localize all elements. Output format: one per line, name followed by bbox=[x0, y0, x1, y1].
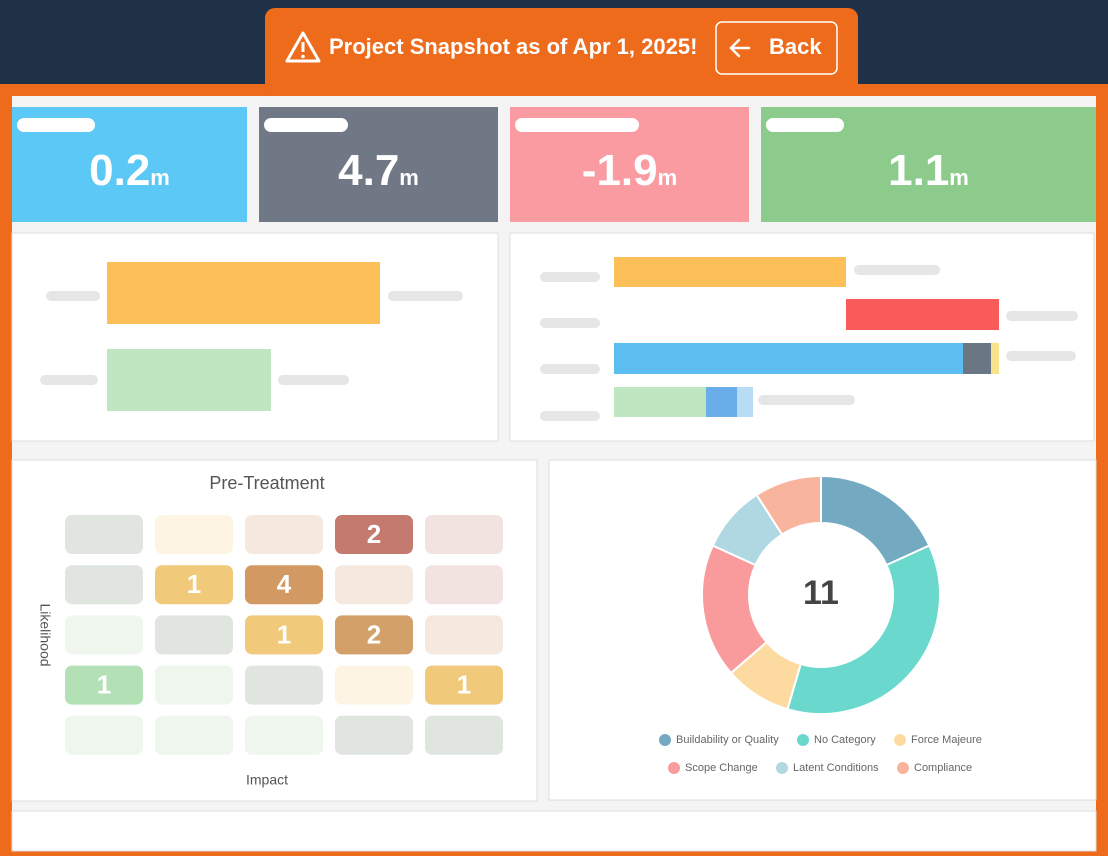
x-axis-label: Impact bbox=[246, 772, 288, 788]
snapshot-title: Project Snapshot as of Apr 1, 2025! bbox=[329, 34, 697, 59]
kpi-value: 4.7m bbox=[338, 146, 419, 195]
matrix-cell bbox=[155, 615, 233, 655]
legend-swatch bbox=[659, 734, 671, 746]
placeholder bbox=[854, 265, 940, 275]
matrix-count: 1 bbox=[97, 669, 111, 699]
matrix-cell bbox=[155, 665, 233, 705]
matrix-cell bbox=[245, 715, 323, 755]
bar bbox=[846, 299, 999, 330]
kpi-number: 1.1 bbox=[888, 146, 949, 195]
legend-label: Latent Conditions bbox=[793, 762, 879, 774]
kpi-label-placeholder bbox=[264, 118, 348, 132]
matrix-cell bbox=[425, 665, 503, 705]
matrix-cell bbox=[65, 515, 143, 554]
matrix-cell bbox=[335, 715, 413, 755]
snapshot-tab bbox=[265, 8, 858, 98]
kpi-unit: m bbox=[150, 165, 170, 190]
matrix-cell bbox=[65, 615, 143, 655]
kpi-number: -1.9 bbox=[582, 146, 658, 195]
back-label[interactable]: Back bbox=[769, 34, 822, 59]
bar bbox=[706, 387, 737, 417]
bar bbox=[107, 262, 380, 324]
matrix-cell bbox=[155, 515, 233, 554]
bar bbox=[963, 343, 991, 374]
matrix-cell bbox=[335, 615, 413, 655]
legend-label: Force Majeure bbox=[911, 734, 982, 746]
kpi-number: 4.7 bbox=[338, 146, 399, 195]
placeholder bbox=[46, 291, 100, 301]
placeholder bbox=[540, 272, 600, 282]
placeholder bbox=[40, 375, 98, 385]
kpi-value: -1.9m bbox=[582, 146, 677, 195]
matrix-cell bbox=[425, 615, 503, 655]
matrix-cell bbox=[65, 715, 143, 755]
panel bbox=[11, 810, 1097, 852]
matrix-count: 1 bbox=[187, 569, 201, 599]
matrix-cell bbox=[425, 515, 503, 554]
legend-swatch bbox=[894, 734, 906, 746]
matrix-cell bbox=[245, 665, 323, 705]
matrix-cell bbox=[335, 515, 413, 554]
matrix-count: 2 bbox=[367, 519, 381, 549]
matrix-cell bbox=[425, 565, 503, 605]
matrix-count: 1 bbox=[457, 669, 471, 699]
legend-label: Compliance bbox=[914, 762, 972, 774]
kpi-number: 0.2 bbox=[89, 146, 150, 195]
matrix-cell bbox=[425, 715, 503, 755]
legend-label: Buildability or Quality bbox=[676, 734, 779, 746]
matrix-cell bbox=[155, 565, 233, 605]
bar bbox=[614, 257, 846, 287]
placeholder bbox=[278, 375, 349, 385]
matrix-cell bbox=[245, 565, 323, 605]
matrix-count: 2 bbox=[367, 619, 381, 649]
back-button[interactable]: Back bbox=[715, 21, 838, 75]
kpi-label-placeholder bbox=[766, 118, 844, 132]
donut-slice bbox=[786, 544, 941, 715]
placeholder bbox=[540, 411, 600, 421]
legend-swatch bbox=[776, 762, 788, 774]
matrix-cell bbox=[245, 615, 323, 655]
kpi-label-placeholder bbox=[515, 118, 639, 132]
legend-swatch bbox=[797, 734, 809, 746]
bar bbox=[614, 387, 706, 417]
matrix-title: Pre-Treatment bbox=[209, 473, 324, 493]
kpi-value: 0.2m bbox=[89, 146, 170, 195]
bar bbox=[107, 349, 271, 411]
kpi-label-placeholder bbox=[17, 118, 95, 132]
matrix-count: 4 bbox=[277, 569, 292, 599]
bar bbox=[737, 387, 753, 417]
matrix-cell bbox=[335, 565, 413, 605]
donut-total: 11 bbox=[803, 574, 839, 612]
matrix-cell bbox=[155, 715, 233, 755]
placeholder bbox=[1006, 311, 1078, 321]
matrix-cell bbox=[65, 565, 143, 605]
matrix-cell bbox=[245, 515, 323, 554]
placeholder bbox=[758, 395, 855, 405]
matrix-count: 1 bbox=[277, 619, 291, 649]
kpi-unit: m bbox=[658, 165, 678, 190]
legend-label: No Category bbox=[814, 734, 876, 746]
warning-icon bbox=[285, 31, 321, 63]
placeholder bbox=[1006, 351, 1076, 361]
bar bbox=[614, 343, 963, 374]
matrix-cell bbox=[335, 665, 413, 705]
placeholder bbox=[388, 291, 463, 301]
bar bbox=[991, 343, 999, 374]
legend-swatch bbox=[668, 762, 680, 774]
donut-slice bbox=[755, 474, 822, 536]
y-axis-label: Likelihood bbox=[37, 603, 53, 666]
kpi-unit: m bbox=[399, 165, 419, 190]
legend-label: Scope Change bbox=[685, 762, 758, 774]
kpi-unit: m bbox=[949, 165, 969, 190]
legend-swatch bbox=[897, 762, 909, 774]
placeholder bbox=[540, 318, 600, 328]
matrix-cell bbox=[65, 665, 143, 705]
kpi-value: 1.1m bbox=[888, 146, 969, 195]
placeholder bbox=[540, 364, 600, 374]
